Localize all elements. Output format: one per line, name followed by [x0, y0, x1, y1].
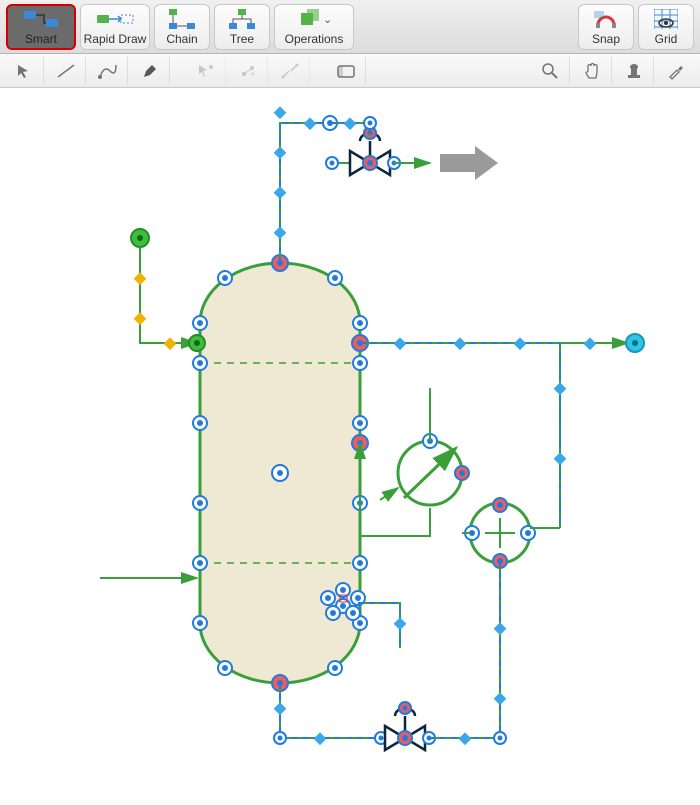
chain-button[interactable]: Chain — [154, 4, 210, 50]
output-arrow-icon — [440, 146, 498, 180]
chain-label: Chain — [166, 32, 197, 46]
pump-2[interactable] — [465, 498, 535, 568]
control-valve-top[interactable] — [326, 127, 400, 175]
secondary-toolbar: + — [0, 54, 700, 88]
snap-button[interactable]: Snap — [578, 4, 634, 50]
svg-text:+: + — [250, 69, 255, 79]
pipe-right[interactable] — [360, 343, 560, 528]
stamp-tool-button[interactable] — [614, 57, 654, 85]
library-tool-button[interactable] — [326, 57, 366, 85]
pid-diagram-svg — [0, 88, 700, 805]
tree-button[interactable]: Tree — [214, 4, 270, 50]
break-tool-button[interactable] — [270, 57, 310, 85]
node-select-tool-button[interactable] — [186, 57, 226, 85]
snap-icon — [592, 8, 620, 30]
pump-1[interactable] — [360, 388, 469, 536]
rapid-draw-button[interactable]: Rapid Draw — [80, 4, 150, 50]
control-valve-bottom[interactable] — [375, 702, 435, 750]
rapid-draw-label: Rapid Draw — [84, 32, 147, 46]
tree-label: Tree — [230, 32, 254, 46]
feed-source[interactable] — [131, 229, 205, 351]
grid-label: Grid — [655, 32, 678, 46]
pan-tool-button[interactable] — [572, 57, 612, 85]
operations-icon: ⌄ — [297, 8, 331, 30]
add-node-tool-button[interactable]: + — [228, 57, 268, 85]
tree-icon — [227, 8, 257, 30]
pipe-bottom[interactable] — [280, 683, 380, 738]
operations-label: Operations — [285, 32, 344, 46]
grid-icon — [654, 8, 678, 30]
eyedropper-tool-button[interactable] — [656, 57, 696, 85]
pipe-top[interactable] — [280, 123, 330, 263]
snap-label: Snap — [592, 32, 620, 46]
smart-connector-icon — [24, 8, 58, 30]
chain-icon — [167, 8, 197, 30]
operations-button[interactable]: ⌄ Operations — [274, 4, 354, 50]
zoom-tool-button[interactable] — [530, 57, 570, 85]
grid-button[interactable]: Grid — [638, 4, 694, 50]
diagram-canvas[interactable] — [0, 88, 700, 805]
line-tool-button[interactable] — [46, 57, 86, 85]
pen-tool-button[interactable] — [130, 57, 170, 85]
smart-label: Smart — [25, 32, 57, 46]
main-toolbar: Smart Rapid Draw Chain Tree ⌄ Operations… — [0, 0, 700, 54]
curve-tool-button[interactable] — [88, 57, 128, 85]
smart-mode-button[interactable]: Smart — [6, 4, 76, 50]
pointer-tool-button[interactable] — [4, 57, 44, 85]
svg-text:⌄: ⌄ — [323, 14, 331, 26]
rapid-draw-icon — [95, 8, 135, 30]
